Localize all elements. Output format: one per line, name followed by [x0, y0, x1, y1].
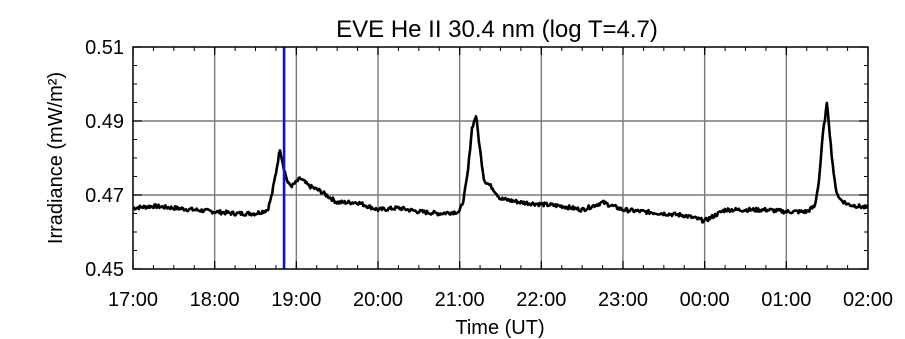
plot-frame [132, 46, 869, 270]
y-tick-label: 0.45 [85, 259, 124, 281]
x-tick-label: 17:00 [108, 289, 158, 311]
y-tick-label: 0.47 [85, 185, 124, 207]
grid-layer [133, 47, 868, 269]
x-tick-label: 02:00 [843, 289, 893, 311]
x-tick-label: 21:00 [435, 289, 485, 311]
chart-title: EVE He II 30.4 nm (log T=4.7) [336, 16, 658, 43]
data-layer [132, 47, 869, 269]
x-axis-title: Time (UT) [455, 317, 544, 339]
x-tick-label: 20:00 [353, 289, 403, 311]
y-tick-label: 0.51 [85, 37, 124, 59]
x-tick-label: 23:00 [598, 289, 648, 311]
x-tick-label: 22:00 [516, 289, 566, 311]
x-tick-label: 01:00 [761, 289, 811, 311]
x-tick-label: 18:00 [190, 289, 240, 311]
x-tick-label: 19:00 [271, 289, 321, 311]
y-tick-label: 0.49 [85, 111, 124, 133]
tick-layer: 17:00 18:00 19:00 20:00 21:00 22:00 23:00 00:00… [85, 37, 893, 311]
irradiance-series-line [132, 101, 869, 224]
y-axis-title: Irradiance (mW/m²) [45, 72, 67, 244]
x-tick-label: 00:00 [680, 289, 730, 311]
